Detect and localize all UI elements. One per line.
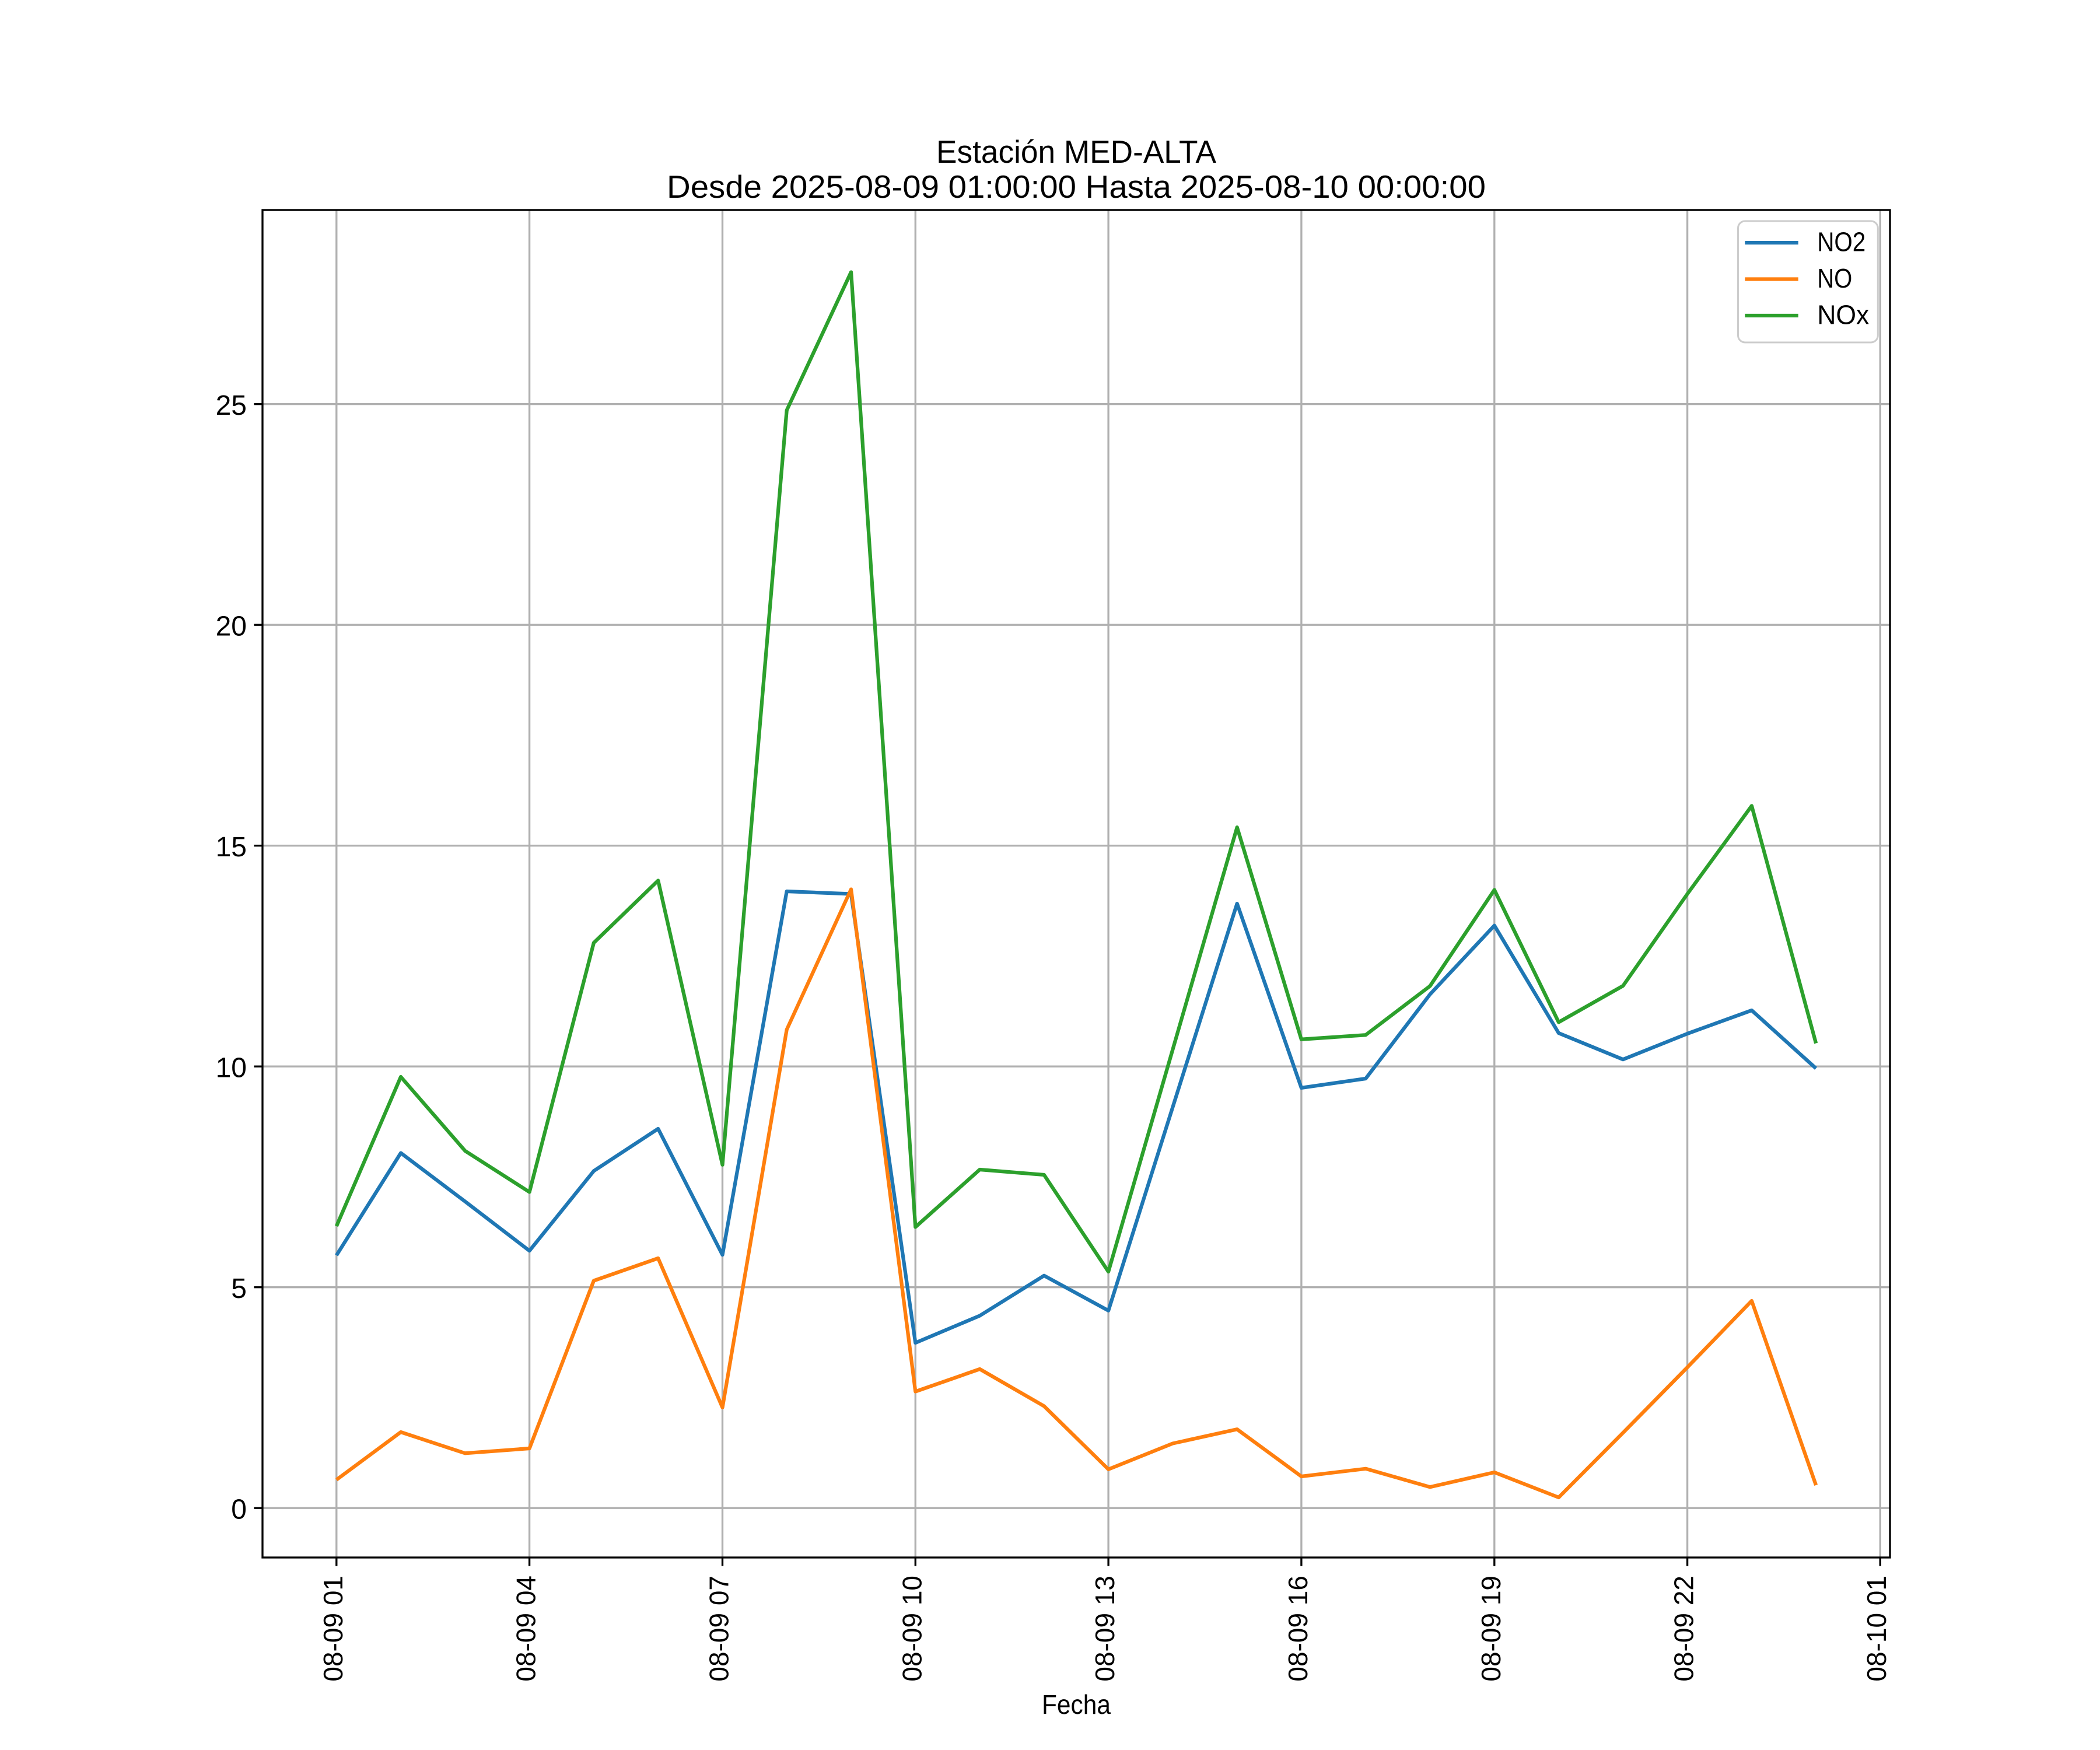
svg-text:5: 5 bbox=[231, 1273, 247, 1304]
svg-text:10: 10 bbox=[216, 1053, 247, 1084]
svg-text:Desde 2025-08-09 01:00:00 Hast: Desde 2025-08-09 01:00:00 Hasta 2025-08-… bbox=[667, 169, 1486, 205]
svg-text:08-09 13: 08-09 13 bbox=[1090, 1576, 1120, 1682]
svg-text:08-09 19: 08-09 19 bbox=[1476, 1576, 1506, 1682]
svg-text:08-09 16: 08-09 16 bbox=[1283, 1576, 1313, 1682]
svg-text:08-09 01: 08-09 01 bbox=[318, 1576, 348, 1682]
svg-text:08-09 07: 08-09 07 bbox=[704, 1576, 734, 1682]
svg-text:Estación MED-ALTA: Estación MED-ALTA bbox=[936, 134, 1216, 170]
svg-text:20: 20 bbox=[216, 611, 247, 642]
svg-text:NO2: NO2 bbox=[1817, 227, 1866, 257]
svg-text:08-09 04: 08-09 04 bbox=[511, 1576, 541, 1682]
svg-text:08-10 01: 08-10 01 bbox=[1861, 1576, 1892, 1682]
svg-text:15: 15 bbox=[216, 832, 247, 863]
svg-text:08-09 10: 08-09 10 bbox=[897, 1576, 927, 1682]
svg-text:25: 25 bbox=[216, 390, 247, 421]
svg-text:08-09 22: 08-09 22 bbox=[1669, 1576, 1699, 1682]
svg-text:NO: NO bbox=[1817, 263, 1852, 293]
svg-text:Fecha: Fecha bbox=[1042, 1689, 1111, 1720]
svg-text:0: 0 bbox=[231, 1494, 247, 1525]
svg-text:NOx: NOx bbox=[1817, 299, 1869, 330]
